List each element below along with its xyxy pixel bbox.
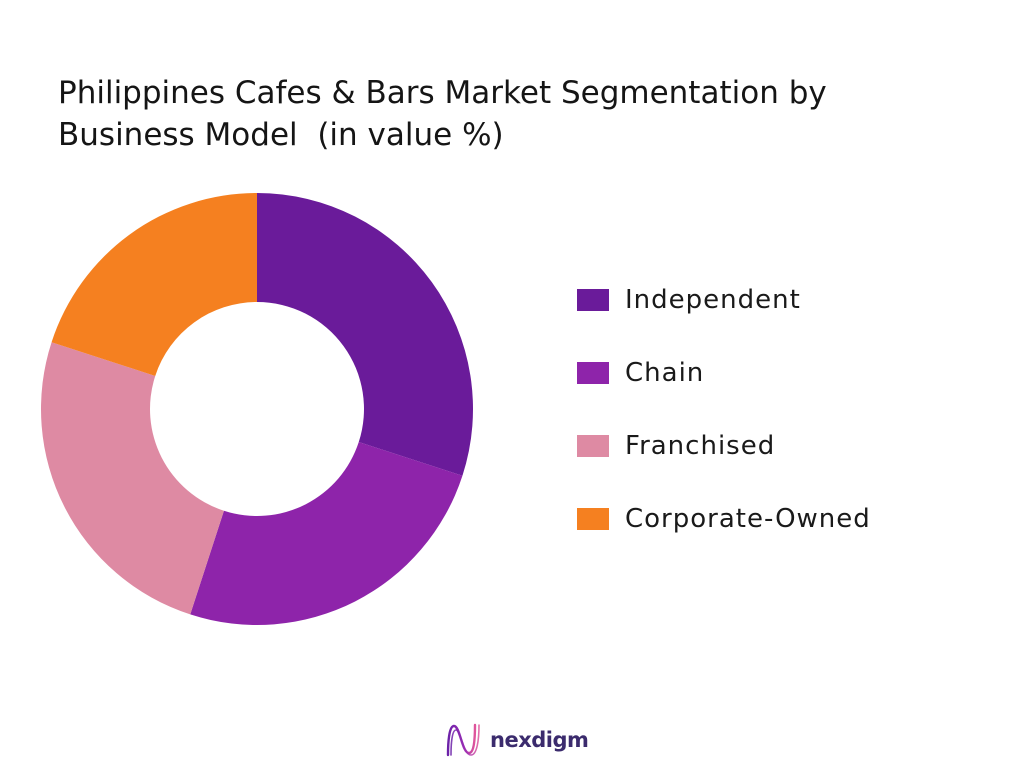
legend-label-franchised: Franchised [625,430,776,461]
legend-label-chain: Chain [625,357,705,388]
donut-chart [40,193,474,626]
legend-item-independent: Independent [577,263,997,336]
legend-item-corporate-owned: Corporate-Owned [577,482,997,555]
logo-wave-stroke [450,724,480,756]
donut-slice-corporate-owned [51,193,257,376]
legend-swatch-corporate-owned [577,507,609,530]
nexdigm-logo: nexdigm [444,721,589,759]
logo-text: nexdigm [490,728,589,752]
nexdigm-wave-icon [446,723,480,757]
donut-slice-independent [257,193,474,476]
chart-title: Philippines Cafes & Bars Market Segmenta… [58,75,837,153]
legend-label-independent: Independent [625,284,801,315]
legend-swatch-chain [577,361,609,384]
legend-item-chain: Chain [577,336,997,409]
legend-item-franchised: Franchised [577,409,997,482]
legend: Independent Chain Franchised Corporate-O… [577,263,997,555]
legend-swatch-independent [577,288,609,311]
legend-swatch-franchised [577,434,609,457]
legend-label-corporate-owned: Corporate-Owned [625,503,871,534]
donut-slice-chain [190,442,463,626]
donut-slice-franchised [40,342,224,615]
